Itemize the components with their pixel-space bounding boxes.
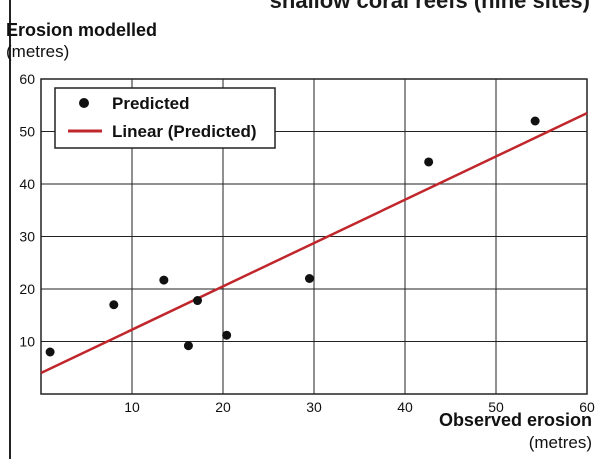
x-axis-unit: (metres) [528,433,592,452]
y-tick-label: 60 [19,71,35,87]
page-title: shallow coral reefs (nine sites) [269,0,590,13]
y-tick-label: 30 [19,229,35,245]
data-point [45,347,55,357]
data-point [159,275,169,285]
y-tick-label: 40 [19,176,35,192]
x-tick-label: 10 [124,399,140,415]
x-tick-label: 60 [579,399,595,415]
data-point [530,116,540,126]
data-point [222,330,232,340]
linear-trendline [40,111,588,375]
data-point [193,296,203,306]
x-axis-title: Observed erosion [438,410,592,430]
data-points [45,116,540,357]
legend: Predicted Linear (Predicted) [54,87,276,149]
data-point [304,274,314,283]
data-point [424,157,434,167]
y-tick-label: 20 [19,281,35,297]
data-point [183,341,193,351]
y-tick-label: 10 [19,334,35,350]
legend-box [54,87,276,149]
x-tick-label: 40 [397,399,413,415]
y-tick-label: 50 [19,124,35,140]
plot-border [40,78,588,395]
tick-labels: 10 20 30 40 50 60 10 20 30 40 50 60 [19,71,595,415]
frame-border [9,0,11,459]
legend-label-linear: Linear (Predicted) [112,122,257,141]
x-tick-label: 30 [306,399,322,415]
x-tick-label: 50 [488,399,504,415]
y-axis-unit: (metres) [6,42,70,61]
trendline-layer [40,111,588,375]
legend-label-predicted: Predicted [112,94,189,113]
y-axis-title: Erosion modelled [6,20,158,40]
x-tick-label: 20 [215,399,231,415]
data-point [109,300,119,310]
legend-dot-marker [79,98,89,108]
